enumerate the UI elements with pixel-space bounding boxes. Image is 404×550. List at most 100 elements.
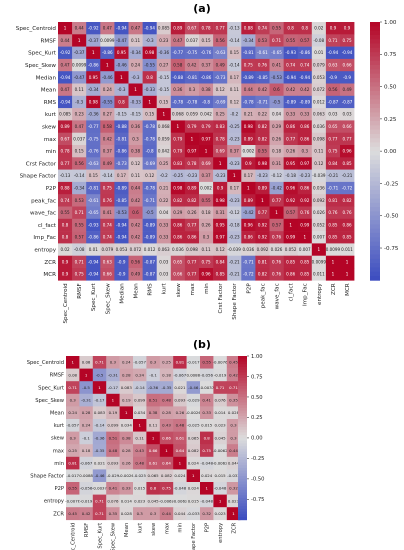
heatmap-cell xyxy=(297,243,313,256)
cell-value-label: 0.71 xyxy=(75,210,85,215)
heatmap-cell xyxy=(297,255,313,269)
heatmap-cell xyxy=(114,132,129,146)
colorbar-segment xyxy=(370,275,380,281)
heatmap-cell xyxy=(66,406,80,420)
heatmap-cell xyxy=(156,194,172,207)
heatmap-cell xyxy=(325,145,341,158)
heatmap-cell xyxy=(340,181,355,195)
cell-value-label: 0.42 xyxy=(258,87,268,92)
colorbar-segment xyxy=(238,478,247,482)
cell-value-label: 1 xyxy=(233,173,236,178)
heatmap-cell xyxy=(92,406,107,420)
x-tick-label: wave_fac xyxy=(275,283,281,309)
cell-value-label: 0.82 xyxy=(258,124,268,129)
y-tick-label: Spec_Kurt xyxy=(28,51,57,57)
heatmap-cell xyxy=(156,243,172,256)
heatmap-cell xyxy=(114,22,129,35)
y-tick-label: Spec_Skew xyxy=(35,398,65,404)
heatmap-cell xyxy=(156,255,172,269)
cell-value-label: -0.76 xyxy=(201,50,212,55)
cell-value-label: -0.14 xyxy=(229,38,240,43)
cell-value-label: -0.94 xyxy=(299,75,310,80)
cell-value-label: -0.025 xyxy=(187,423,200,428)
cell-value-label: -0.71 xyxy=(257,99,268,104)
cell-value-label: 0.26 xyxy=(272,136,282,141)
cell-value-label: -0.3 xyxy=(75,99,83,104)
heatmap-cell xyxy=(146,419,161,432)
heatmap-cell xyxy=(170,95,186,109)
cell-value-label: 0.38 xyxy=(131,149,141,154)
heatmap-cell xyxy=(297,120,313,133)
heatmap-cell xyxy=(142,268,157,281)
cell-value-label: 0.75 xyxy=(162,486,171,491)
heatmap-cell xyxy=(128,157,143,170)
heatmap-cell xyxy=(297,22,313,35)
heatmap-cell xyxy=(114,194,129,207)
heatmap-cell xyxy=(340,231,355,244)
cell-value-label: -0.88 xyxy=(173,75,184,80)
cell-value-label: 0.21 xyxy=(159,185,169,190)
colorbar-segment xyxy=(370,26,380,32)
colorbar-segment xyxy=(370,220,380,225)
heatmap-cell xyxy=(255,46,270,60)
cell-value-label: 0.76 xyxy=(103,198,113,203)
heatmap-cell xyxy=(325,83,341,97)
cell-value-label: 0.26 xyxy=(286,149,296,154)
cell-value-label: 0.66 xyxy=(173,272,183,277)
heatmap-cell xyxy=(72,46,87,60)
cell-value-label: 0.26 xyxy=(201,222,211,227)
cell-value-label: 0.55 xyxy=(272,26,282,31)
heatmap-cell xyxy=(340,132,355,146)
y-tick-label: Spec_Kurt xyxy=(38,385,64,391)
colorbar-segment xyxy=(370,151,380,156)
cell-value-label: 0.26 xyxy=(176,410,185,415)
heatmap-cell xyxy=(269,46,284,60)
cell-value-label: 0.71 xyxy=(95,360,104,365)
cell-value-label: 0.86 xyxy=(300,185,310,190)
y-tick-label: P2P xyxy=(46,186,57,192)
cell-value-label: 0.15 xyxy=(201,38,211,43)
cell-value-label: 0.71 xyxy=(272,38,282,43)
cell-value-label: 0.82 xyxy=(342,198,352,203)
heatmap-cell xyxy=(186,419,201,432)
cell-value-label: 1 xyxy=(162,112,165,117)
cell-value-label: 0.77 xyxy=(216,26,226,31)
y-tick-label: Mean xyxy=(41,88,57,94)
heatmap-cell xyxy=(100,218,115,232)
colorbar-segment xyxy=(370,99,380,105)
cell-value-label: 0.9 xyxy=(344,26,351,31)
cell-value-label: 0.37 xyxy=(201,62,211,67)
heatmap-cell xyxy=(106,431,120,445)
cell-value-label: 0.25 xyxy=(216,112,226,117)
cell-value-label: 0.8 xyxy=(146,75,153,80)
cell-value-label: -0.92 xyxy=(88,26,99,31)
cell-value-label: 0.89 xyxy=(244,198,254,203)
heatmap-cell xyxy=(173,381,187,395)
heatmap-cell xyxy=(170,34,186,47)
heatmap-cell xyxy=(269,132,284,146)
cell-value-label: 0.0099 xyxy=(326,247,341,252)
cell-value-label: 0.8 xyxy=(118,99,125,104)
heatmap-cell xyxy=(227,243,242,256)
cell-value-label: -0.9 xyxy=(117,272,125,277)
cell-value-label: -0.039 xyxy=(312,173,326,178)
cell-value-label: -0.37 xyxy=(74,50,85,55)
heatmap-cell xyxy=(269,83,284,97)
cell-value-label: 0.86 xyxy=(173,235,183,240)
y-tick-label: peak_fac xyxy=(31,198,56,204)
heatmap-cell xyxy=(213,22,228,35)
heatmap-cell xyxy=(92,356,107,369)
cell-value-label: -0.048 xyxy=(214,486,227,491)
cell-value-label: 0.002 xyxy=(242,149,254,154)
cell-value-label: -0.067 xyxy=(80,460,93,465)
colorbar-segment xyxy=(370,112,380,118)
cell-value-label: -0.14 xyxy=(94,423,105,428)
heatmap-cell xyxy=(184,83,200,97)
heatmap-cell xyxy=(269,206,284,220)
heatmap-cell xyxy=(199,231,214,244)
cell-value-label: 0.71 xyxy=(216,385,225,390)
heatmap-cell xyxy=(159,482,174,495)
heatmap-cell xyxy=(186,507,201,521)
cell-value-label: 0.55 xyxy=(258,149,268,154)
heatmap-cell xyxy=(241,218,256,232)
